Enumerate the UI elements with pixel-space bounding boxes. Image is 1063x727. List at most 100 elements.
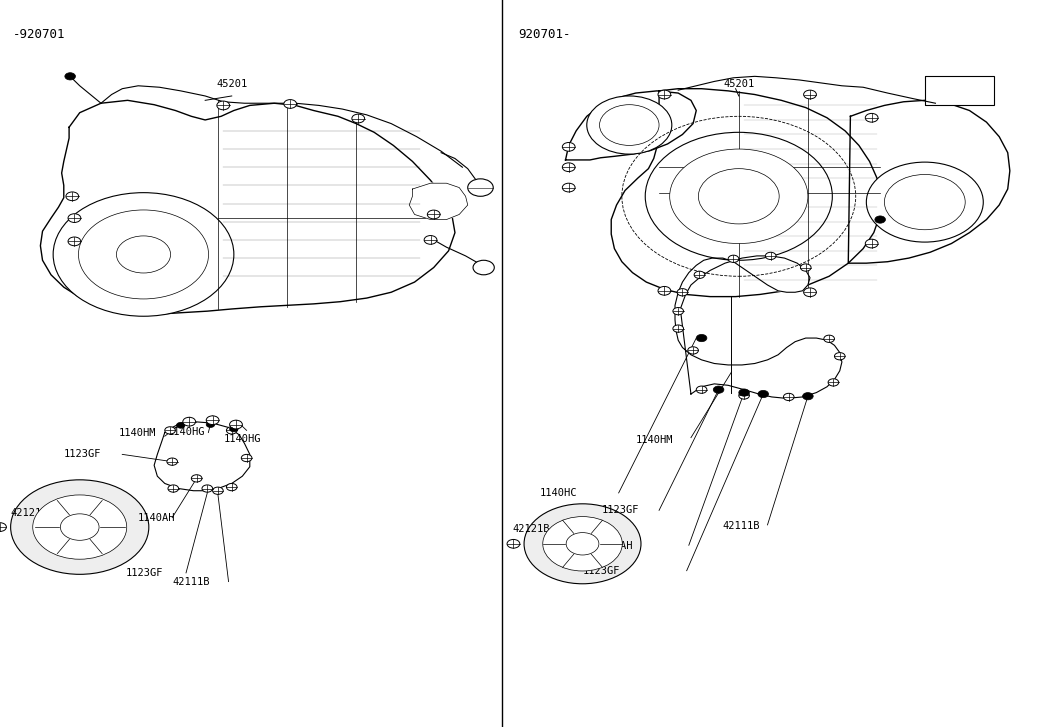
- Circle shape: [824, 335, 834, 342]
- Circle shape: [865, 113, 878, 122]
- Circle shape: [53, 193, 234, 316]
- Text: 1123GF: 1123GF: [602, 505, 639, 515]
- FancyBboxPatch shape: [925, 76, 994, 105]
- Circle shape: [61, 514, 99, 540]
- Circle shape: [183, 417, 196, 426]
- Circle shape: [117, 236, 170, 273]
- Circle shape: [68, 214, 81, 222]
- Circle shape: [804, 90, 816, 99]
- Circle shape: [0, 523, 6, 531]
- Text: 1140HG: 1140HG: [168, 427, 205, 437]
- Text: 1140AH: 1140AH: [138, 513, 175, 523]
- Text: 1140HM: 1140HM: [119, 428, 156, 438]
- Text: 45201: 45201: [723, 79, 755, 89]
- Circle shape: [165, 427, 175, 434]
- Circle shape: [600, 105, 659, 145]
- Circle shape: [168, 485, 179, 492]
- Circle shape: [202, 485, 213, 492]
- Circle shape: [191, 475, 202, 482]
- Polygon shape: [566, 91, 696, 160]
- Circle shape: [739, 392, 749, 399]
- Circle shape: [688, 347, 698, 354]
- Circle shape: [677, 289, 688, 296]
- Text: 42121B: 42121B: [11, 507, 48, 518]
- Circle shape: [658, 286, 671, 295]
- Circle shape: [217, 101, 230, 110]
- Text: -920701: -920701: [13, 28, 65, 41]
- Circle shape: [473, 260, 494, 275]
- Circle shape: [241, 454, 252, 462]
- Circle shape: [828, 379, 839, 386]
- Circle shape: [739, 389, 749, 396]
- Circle shape: [783, 393, 794, 401]
- Circle shape: [524, 504, 641, 584]
- Circle shape: [468, 179, 493, 196]
- Circle shape: [352, 114, 365, 123]
- Circle shape: [167, 458, 178, 465]
- Circle shape: [33, 495, 126, 559]
- Circle shape: [696, 334, 707, 342]
- Circle shape: [645, 132, 832, 260]
- Polygon shape: [675, 256, 842, 398]
- Circle shape: [804, 288, 816, 297]
- Text: 920701-: 920701-: [519, 28, 571, 41]
- Polygon shape: [409, 183, 468, 220]
- Text: 1123GF: 1123GF: [125, 568, 163, 578]
- Circle shape: [698, 169, 779, 224]
- Circle shape: [226, 427, 237, 434]
- Circle shape: [424, 236, 437, 244]
- Circle shape: [673, 308, 684, 315]
- Circle shape: [562, 142, 575, 151]
- Circle shape: [176, 422, 185, 428]
- Circle shape: [865, 239, 878, 248]
- Circle shape: [728, 255, 739, 262]
- Polygon shape: [611, 89, 880, 297]
- Circle shape: [866, 162, 983, 242]
- Polygon shape: [848, 100, 1010, 263]
- Circle shape: [206, 422, 215, 427]
- Text: 1140HG: 1140HG: [223, 434, 260, 444]
- Circle shape: [562, 163, 575, 172]
- Circle shape: [875, 216, 885, 223]
- Circle shape: [713, 386, 724, 393]
- Circle shape: [567, 533, 598, 555]
- Text: 45201: 45201: [216, 79, 248, 89]
- Circle shape: [284, 100, 297, 108]
- Text: 42111B: 42111B: [172, 577, 209, 587]
- Circle shape: [800, 264, 811, 271]
- Text: 1140AH: 1140AH: [595, 541, 632, 551]
- Circle shape: [226, 483, 237, 491]
- Circle shape: [206, 416, 219, 425]
- Text: 42111B: 42111B: [723, 521, 760, 531]
- Circle shape: [79, 210, 208, 299]
- Circle shape: [884, 174, 965, 230]
- Circle shape: [562, 183, 575, 192]
- Circle shape: [543, 517, 622, 571]
- Text: 1140HM: 1140HM: [636, 435, 673, 446]
- Circle shape: [230, 426, 238, 432]
- Circle shape: [587, 96, 672, 154]
- Circle shape: [765, 252, 776, 260]
- Circle shape: [696, 386, 707, 393]
- Circle shape: [803, 393, 813, 400]
- Polygon shape: [154, 422, 250, 491]
- Polygon shape: [40, 100, 455, 314]
- Text: 42121B: 42121B: [512, 524, 550, 534]
- Circle shape: [834, 353, 845, 360]
- Circle shape: [658, 90, 671, 99]
- Text: 1140HC: 1140HC: [540, 488, 577, 498]
- Circle shape: [213, 487, 223, 494]
- Circle shape: [66, 192, 79, 201]
- Circle shape: [230, 420, 242, 429]
- Circle shape: [68, 237, 81, 246]
- Circle shape: [673, 325, 684, 332]
- Circle shape: [65, 73, 75, 80]
- Circle shape: [670, 149, 808, 244]
- Text: 1123GF: 1123GF: [583, 566, 620, 577]
- Text: 1123GF: 1123GF: [64, 449, 101, 459]
- Circle shape: [507, 539, 520, 548]
- Circle shape: [427, 210, 440, 219]
- Circle shape: [694, 271, 705, 278]
- Circle shape: [11, 480, 149, 574]
- Circle shape: [758, 390, 769, 398]
